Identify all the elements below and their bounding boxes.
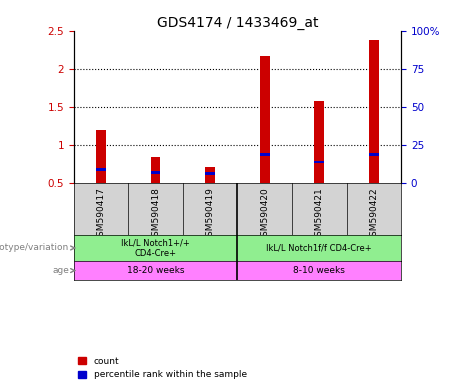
Text: 8-10 weeks: 8-10 weeks (293, 266, 345, 275)
Text: GSM590417: GSM590417 (96, 187, 106, 242)
Bar (96, 168, 106, 171)
Text: GSM590421: GSM590421 (315, 187, 324, 242)
Bar (369, 153, 378, 156)
Bar (314, 101, 324, 183)
Legend: count, percentile rank within the sample: count, percentile rank within the sample (78, 357, 247, 379)
Bar (151, 171, 160, 174)
Bar (369, 40, 378, 183)
Bar (151, 157, 160, 183)
Text: IkL/L Notch1f/f CD4-Cre+: IkL/L Notch1f/f CD4-Cre+ (266, 243, 372, 252)
Text: GSM590422: GSM590422 (369, 187, 378, 242)
Bar (205, 167, 215, 183)
Bar (314, 161, 324, 163)
Bar (260, 153, 270, 156)
Title: GDS4174 / 1433469_at: GDS4174 / 1433469_at (157, 16, 318, 30)
Text: age: age (52, 266, 69, 275)
Bar (96, 130, 106, 183)
Text: IkL/L Notch1+/+
CD4-Cre+: IkL/L Notch1+/+ CD4-Cre+ (121, 238, 190, 258)
Bar (205, 172, 215, 175)
Text: genotype/variation: genotype/variation (0, 243, 69, 252)
Bar (260, 56, 270, 183)
Text: GSM590420: GSM590420 (260, 187, 269, 242)
Text: GSM590418: GSM590418 (151, 187, 160, 242)
Text: 18-20 weeks: 18-20 weeks (127, 266, 184, 275)
Text: GSM590419: GSM590419 (206, 187, 215, 242)
